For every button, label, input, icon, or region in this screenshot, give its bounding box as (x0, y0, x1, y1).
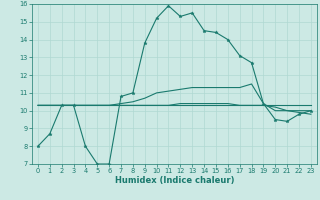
X-axis label: Humidex (Indice chaleur): Humidex (Indice chaleur) (115, 176, 234, 185)
